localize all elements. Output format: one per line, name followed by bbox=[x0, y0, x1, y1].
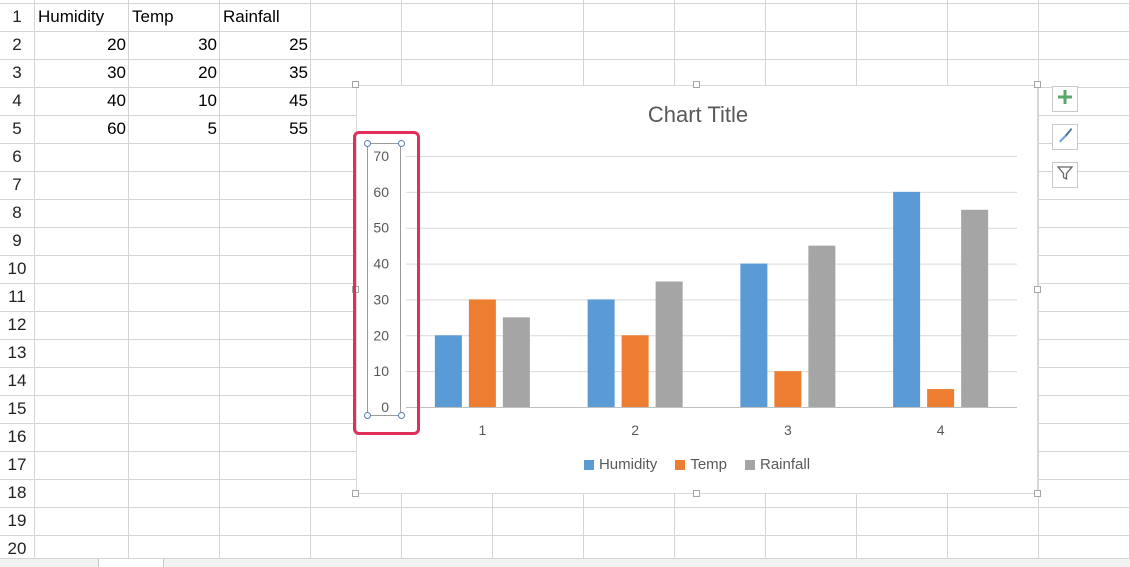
legend-item-temp[interactable]: Temp bbox=[675, 456, 727, 473]
vertical-axis-selection[interactable] bbox=[367, 143, 401, 416]
bar-temp-3[interactable] bbox=[774, 371, 802, 407]
y-tick-label: 70 bbox=[373, 148, 389, 164]
data-cell[interactable]: 40 bbox=[107, 91, 126, 110]
y-tick-label: 10 bbox=[373, 363, 389, 379]
x-tick-label: 4 bbox=[937, 422, 945, 438]
row-header[interactable]: 2 bbox=[12, 35, 22, 54]
row-header[interactable]: 18 bbox=[7, 483, 27, 502]
row-header[interactable]: 3 bbox=[12, 63, 22, 82]
y-tick-label: 20 bbox=[373, 327, 389, 343]
row-header[interactable]: 13 bbox=[7, 343, 27, 362]
bar-rainfall-2[interactable] bbox=[655, 281, 683, 408]
axis-handle-top-right[interactable] bbox=[398, 140, 405, 147]
chart-filters-button[interactable] bbox=[1052, 162, 1078, 188]
data-cell[interactable]: 55 bbox=[289, 119, 308, 138]
y-tick-label: 50 bbox=[373, 220, 389, 236]
row-header[interactable]: 4 bbox=[12, 91, 22, 110]
data-cell[interactable]: 45 bbox=[289, 91, 308, 110]
chart-plot[interactable]: 0 10 20 30 40 50 60 70 1 2 3 4 bbox=[357, 86, 1039, 495]
row-header[interactable]: 1 bbox=[12, 7, 22, 26]
chart-area[interactable]: Chart Title 0 10 20 30 40 50 60 70 1 2 3 4 bbox=[356, 85, 1038, 494]
resize-handle-top-right[interactable] bbox=[1034, 81, 1041, 88]
chart-styles-button[interactable] bbox=[1052, 124, 1078, 150]
sheet-tab-bar bbox=[0, 558, 1130, 567]
bar-humidity-3[interactable] bbox=[740, 263, 768, 407]
bar-temp-2[interactable] bbox=[621, 335, 649, 407]
x-tick-label: 2 bbox=[631, 422, 639, 438]
row-header[interactable]: 16 bbox=[7, 427, 27, 446]
data-cell[interactable]: 30 bbox=[107, 63, 126, 82]
y-tick-label: 60 bbox=[373, 184, 389, 200]
y-tick-label: 0 bbox=[381, 399, 389, 415]
resize-handle-top-left[interactable] bbox=[352, 81, 359, 88]
row-header[interactable]: 17 bbox=[7, 455, 27, 474]
chart-title[interactable]: Chart Title bbox=[647, 102, 749, 127]
bar-rainfall-4[interactable] bbox=[961, 209, 989, 407]
x-tick-label: 1 bbox=[478, 422, 486, 438]
data-cell[interactable]: 5 bbox=[207, 119, 217, 138]
row-header[interactable]: 11 bbox=[8, 287, 26, 306]
legend-swatch bbox=[675, 459, 686, 470]
filter-icon bbox=[1056, 165, 1074, 186]
y-tick-label: 30 bbox=[373, 291, 389, 307]
data-cell[interactable]: 10 bbox=[198, 91, 217, 110]
row-header[interactable]: 20 bbox=[7, 539, 27, 558]
axis-highlight-callout bbox=[353, 131, 420, 435]
row-header[interactable]: 14 bbox=[7, 371, 27, 390]
bar-humidity-1[interactable] bbox=[434, 335, 462, 407]
data-cell[interactable]: 35 bbox=[289, 63, 308, 82]
sheet-tab[interactable] bbox=[98, 559, 164, 567]
header-cell[interactable]: Humidity bbox=[38, 7, 105, 26]
bar-humidity-2[interactable] bbox=[587, 299, 615, 407]
bar-temp-4[interactable] bbox=[927, 389, 955, 407]
row-header[interactable]: 12 bbox=[7, 315, 27, 334]
legend-item-humidity[interactable]: Humidity bbox=[583, 456, 658, 473]
header-cell[interactable]: Temp bbox=[132, 7, 174, 26]
chart-legend[interactable]: Humidity Temp Rainfall bbox=[356, 456, 1038, 473]
bar-rainfall-1[interactable] bbox=[502, 317, 530, 407]
axis-handle-bottom-right[interactable] bbox=[398, 412, 405, 419]
y-tick-label: 40 bbox=[373, 256, 389, 272]
resize-handle-bottom-center[interactable] bbox=[693, 490, 700, 497]
bar-temp-1[interactable] bbox=[468, 299, 496, 407]
row-header[interactable]: 7 bbox=[12, 175, 22, 194]
chart-elements-button[interactable] bbox=[1052, 86, 1078, 112]
brush-icon bbox=[1056, 126, 1074, 149]
resize-handle-top-center[interactable] bbox=[693, 81, 700, 88]
row-header[interactable]: 5 bbox=[12, 119, 22, 138]
row-header[interactable]: 15 bbox=[7, 399, 27, 418]
resize-handle-middle-right[interactable] bbox=[1034, 286, 1041, 293]
legend-swatch bbox=[745, 459, 755, 470]
row-header[interactable]: 6 bbox=[12, 147, 22, 166]
legend-swatch bbox=[583, 459, 594, 470]
bar-humidity-4[interactable] bbox=[893, 191, 921, 407]
row-header[interactable]: 8 bbox=[12, 203, 22, 222]
row-header[interactable]: 10 bbox=[7, 259, 27, 278]
bar-rainfall-3[interactable] bbox=[808, 245, 836, 407]
row-header[interactable]: 9 bbox=[12, 231, 22, 250]
header-cell[interactable]: Rainfall bbox=[223, 7, 280, 26]
row-header[interactable]: 19 bbox=[7, 511, 27, 530]
x-tick-label: 3 bbox=[784, 422, 792, 438]
legend-label: Humidity bbox=[598, 456, 658, 473]
axis-handle-bottom-left[interactable] bbox=[364, 412, 371, 419]
data-cell[interactable]: 30 bbox=[198, 35, 217, 54]
data-cell[interactable]: 20 bbox=[198, 63, 217, 82]
plus-icon bbox=[1057, 89, 1073, 110]
legend-label: Temp bbox=[690, 456, 727, 473]
resize-handle-bottom-right[interactable] bbox=[1034, 490, 1041, 497]
data-cell[interactable]: 20 bbox=[107, 35, 126, 54]
data-cell[interactable]: 60 bbox=[107, 119, 126, 138]
axis-handle-top-left[interactable] bbox=[364, 140, 371, 147]
resize-handle-bottom-left[interactable] bbox=[352, 490, 359, 497]
data-cell[interactable]: 25 bbox=[289, 35, 308, 54]
legend-item-rainfall[interactable]: Rainfall bbox=[745, 456, 810, 473]
legend-label: Rainfall bbox=[760, 456, 811, 473]
